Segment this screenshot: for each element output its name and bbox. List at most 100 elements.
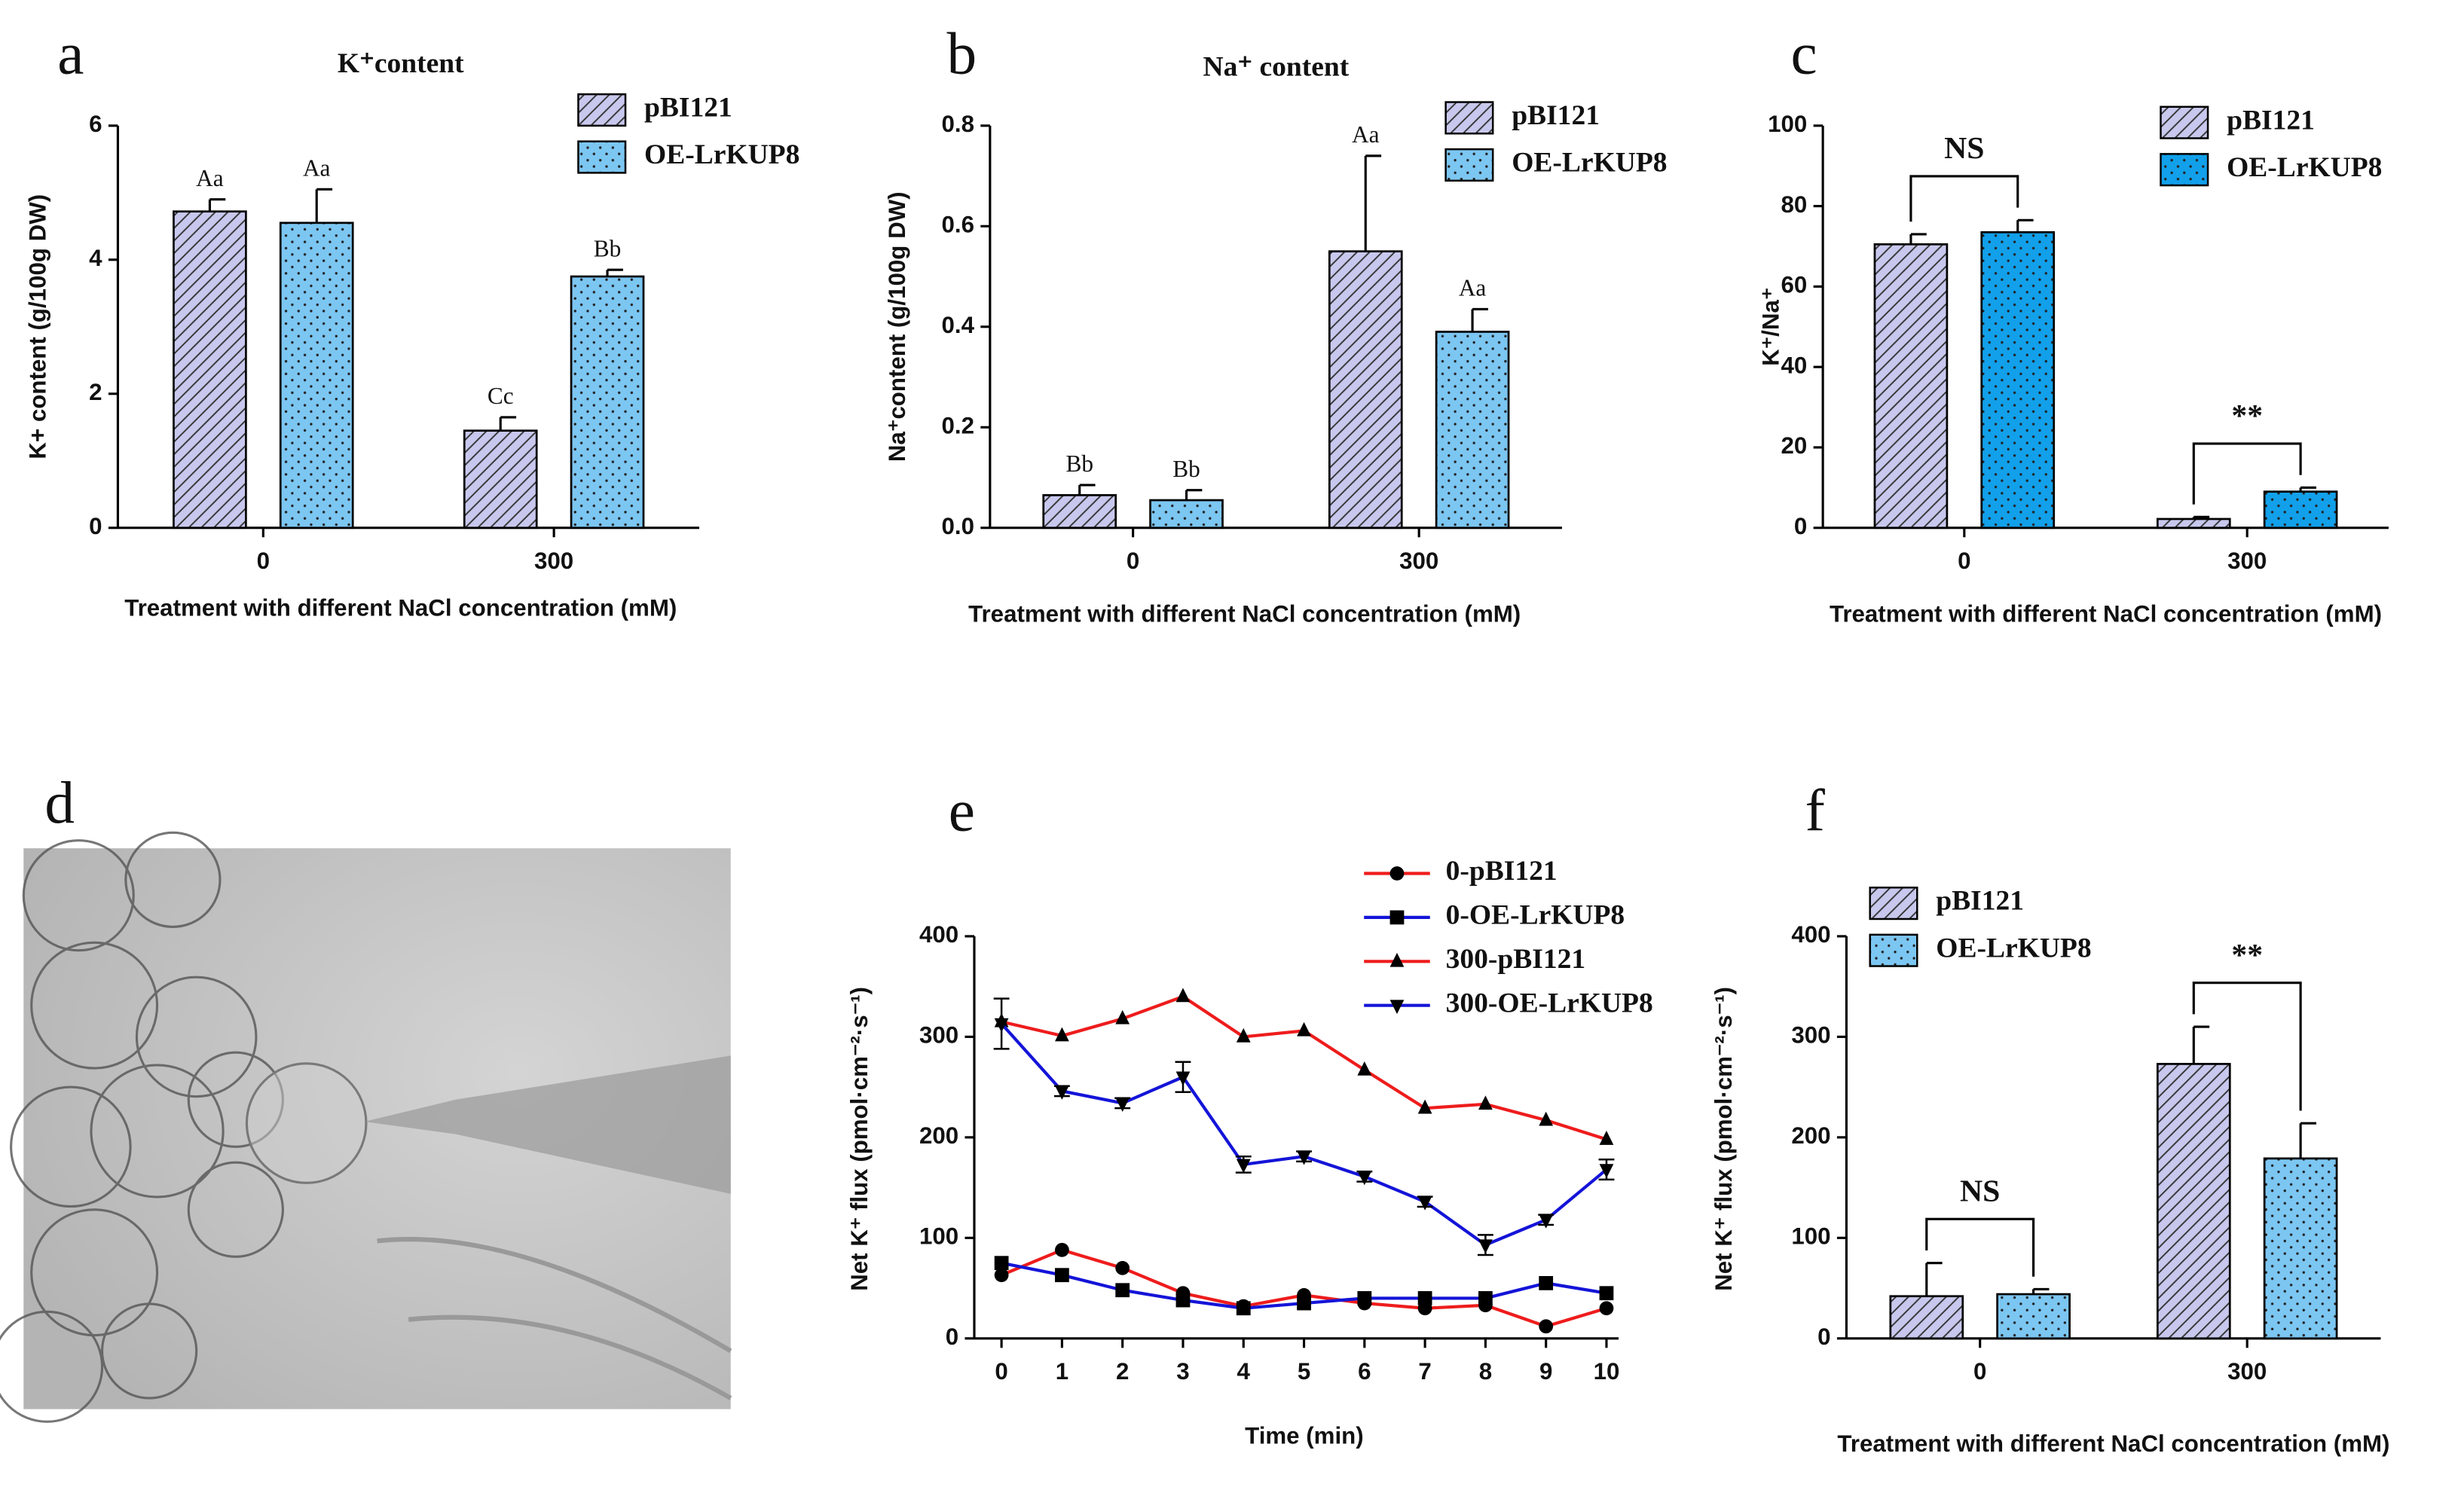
bracket (1909, 175, 2019, 222)
x-tick-label: 0 (995, 1358, 1007, 1385)
x-tick-label: 9 (1539, 1358, 1552, 1385)
bracket (2192, 982, 2302, 1111)
x-tick-label: 5 (1298, 1358, 1310, 1385)
marker (1599, 1164, 1614, 1179)
x-tick-label: 7 (1418, 1358, 1431, 1385)
significance-label: NS (1960, 1174, 2000, 1208)
legend-label: 0-pBI121 (1446, 856, 1558, 887)
legend-marker (1389, 952, 1405, 967)
significance-letter: Aa (1352, 121, 1380, 148)
marker (1297, 1296, 1311, 1311)
y-tick-label: 200 (1791, 1122, 1830, 1149)
y-axis-label: K+ content (g/100g DW) (24, 194, 50, 460)
pipette (364, 1055, 731, 1194)
marker (1357, 1061, 1372, 1076)
legend-label: OE-LrKUP8 (644, 139, 799, 170)
panel-label: a (57, 20, 84, 87)
y-tick-label: 40 (1781, 352, 1807, 378)
y-axis-label: K⁺/Na⁺ (1758, 288, 1784, 366)
marker (1539, 1276, 1554, 1290)
x-tick-label: 0 (1127, 548, 1139, 574)
cells (0, 831, 368, 1423)
legend-marker (1389, 1000, 1405, 1015)
y-tick-label: 0.8 (942, 111, 974, 137)
y-tick-label: 80 (1781, 191, 1807, 218)
marker (1236, 1301, 1251, 1316)
legend-swatch (2160, 153, 2209, 187)
marker (1599, 1301, 1614, 1316)
bar (279, 221, 354, 530)
x-tick-label: 300 (1399, 548, 1438, 574)
x-axis-label: Treatment with different NaCl concentrat… (1830, 601, 2382, 627)
y-tick-label: 200 (919, 1122, 958, 1149)
panel-label: d (44, 770, 75, 836)
series-line (1000, 1022, 1608, 1247)
bracket (2192, 442, 2302, 505)
x-axis-label: Time (min) (1245, 1422, 1364, 1449)
bar (1328, 250, 1403, 530)
x-tick-label: 300 (2227, 548, 2267, 574)
significance-letter: Cc (488, 383, 514, 409)
legend-label: OE-LrKUP8 (1512, 148, 1667, 179)
significance-letter: Bb (594, 235, 622, 261)
marker (1599, 1286, 1614, 1301)
marker (994, 1256, 1009, 1271)
panel-label: c (1791, 20, 1817, 87)
bar (2263, 490, 2338, 530)
legend-label: OE-LrKUP8 (2227, 152, 2382, 183)
y-tick-label: 0 (1817, 1324, 1830, 1350)
significance-label: ** (2231, 398, 2263, 433)
y-tick-label: 100 (1791, 1223, 1830, 1250)
marker (994, 1018, 1009, 1033)
panel-label: f (1805, 778, 1826, 844)
y-axis-label: Net K⁺ flux (pmol·cm⁻²·s⁻¹) (1710, 987, 1737, 1291)
x-axis-label: Treatment with different NaCl concentrat… (968, 601, 1521, 627)
legend-label: pBI121 (2227, 105, 2315, 136)
marker (1357, 1171, 1372, 1186)
marker (1115, 1098, 1130, 1112)
y-tick-label: 0.2 (942, 413, 974, 439)
legend-label: pBI121 (1512, 100, 1600, 131)
significance-letter: Aa (303, 155, 331, 182)
bar (2156, 1063, 2231, 1340)
marker (1055, 1242, 1069, 1257)
marker (1055, 1027, 1069, 1042)
y-tick-label: 4 (89, 245, 102, 271)
x-tick-label: 300 (534, 548, 573, 574)
legend-label: 300-pBI121 (1446, 944, 1586, 975)
marker (1478, 1095, 1493, 1110)
chart-title: K⁺content (338, 48, 464, 79)
legend-swatch (577, 93, 627, 127)
x-tick-label: 1 (1056, 1358, 1068, 1385)
x-tick-label: 4 (1237, 1358, 1251, 1385)
bar (1042, 493, 1117, 530)
panel-label: e (949, 778, 975, 844)
bar (173, 210, 247, 530)
legend-marker (1389, 910, 1405, 925)
marker (1115, 1283, 1130, 1298)
marker (1115, 1260, 1130, 1275)
legend-swatch (1444, 101, 1494, 135)
marker (1055, 1085, 1069, 1100)
bar (2263, 1157, 2338, 1340)
x-tick-label: 0 (257, 548, 270, 574)
bar (1435, 331, 1510, 530)
y-tick-label: 0 (946, 1324, 958, 1350)
y-tick-label: 300 (1791, 1022, 1830, 1049)
significance-letter: Bb (1172, 456, 1200, 482)
bar (1996, 1293, 2071, 1340)
y-tick-label: 100 (919, 1223, 958, 1250)
legend-swatch (1869, 933, 1918, 967)
significance-label: ** (2231, 938, 2263, 972)
y-tick-label: 300 (919, 1022, 958, 1049)
marker (1417, 1291, 1432, 1305)
y-tick-label: 2 (89, 379, 102, 405)
x-axis-label: Treatment with different NaCl concentrat… (1837, 1430, 2389, 1457)
streaks (377, 1237, 732, 1400)
bar (1889, 1295, 1964, 1340)
x-tick-label: 10 (1594, 1358, 1620, 1385)
marker (1175, 988, 1191, 1003)
x-tick-label: 6 (1358, 1358, 1371, 1385)
marker (1478, 1239, 1493, 1254)
x-tick-label: 300 (2227, 1358, 2267, 1385)
